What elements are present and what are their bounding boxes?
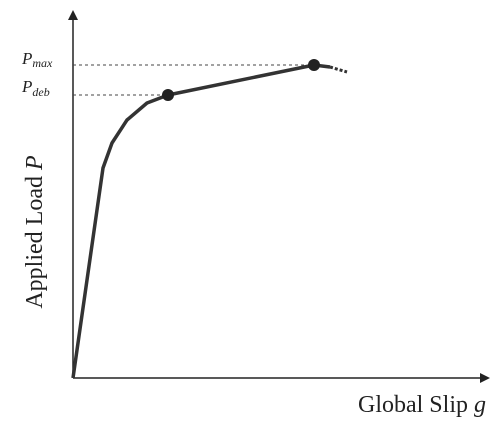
label: Applied Load xyxy=(22,176,48,309)
debond-point xyxy=(162,89,174,101)
y-axis-label: Applied Load P xyxy=(22,155,48,309)
curve-tail xyxy=(329,65,348,74)
symbol: P xyxy=(22,155,48,171)
pdeb-label: Pdeb xyxy=(21,77,50,99)
max-point xyxy=(308,59,320,71)
pmax-label: Pmax xyxy=(21,49,53,70)
label: Global Slip xyxy=(358,392,468,418)
subscript: deb xyxy=(32,85,49,99)
subscript: max xyxy=(32,56,53,70)
symbol: g xyxy=(474,392,486,418)
load-slip-curve xyxy=(71,63,331,379)
x-axis-label: Global Slip g xyxy=(358,392,486,418)
symbol: P xyxy=(21,49,32,68)
symbol: P xyxy=(21,77,32,96)
